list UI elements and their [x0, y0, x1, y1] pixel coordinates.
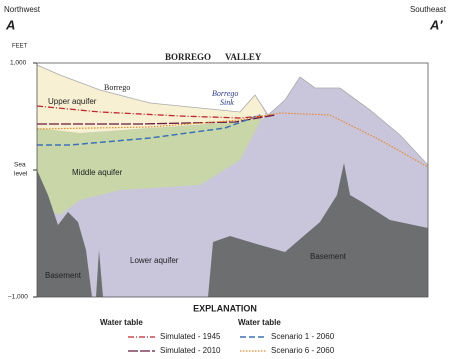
wt-2010 — [37, 114, 276, 125]
legend-item: Scenario 6 - 2060 — [271, 346, 335, 355]
legend-item: Simulated - 2010 — [160, 346, 221, 355]
basement-spike — [96, 250, 103, 297]
sink-label: Sink — [220, 98, 234, 107]
unit-label: Basement — [45, 271, 82, 280]
section-label: A — [5, 17, 15, 32]
section-label: A′ — [429, 17, 443, 32]
wt-scenario6 — [36, 112, 429, 168]
sink-label: Borrego — [212, 89, 238, 98]
axis-label: level — [14, 171, 28, 178]
legend-heading: Water table — [238, 318, 281, 327]
basement-right — [208, 163, 428, 297]
unit-label: Lower aquifer — [130, 256, 179, 265]
legend-heading: Water table — [100, 318, 143, 327]
upper-aquifer — [37, 65, 265, 133]
basement-left — [37, 170, 92, 297]
wt-scenario1 — [37, 114, 261, 146]
direction: Northwest — [4, 5, 41, 14]
axis-unit: FEET — [12, 44, 28, 50]
valley-label: VALLEY — [225, 52, 262, 62]
unit-label: Basement — [310, 252, 347, 261]
wt-1945 — [36, 105, 276, 119]
legend-title: EXPLANATION — [193, 303, 257, 313]
unit-label: Borrego — [104, 83, 130, 92]
axis-label: Sea — [14, 162, 26, 169]
axis-label: 1,000 — [10, 60, 27, 67]
unit-label: Upper aquifer — [48, 97, 97, 106]
frame — [36, 62, 429, 298]
legend-item: Scenario 1 - 2060 — [271, 332, 335, 341]
direction: Southeast — [410, 5, 447, 14]
legend-item: Simulated - 1945 — [160, 332, 221, 341]
valley-label: BORREGO — [165, 52, 211, 62]
unit-label: Middle aquifer — [72, 168, 123, 177]
axis-label: –1,000 — [8, 294, 28, 301]
